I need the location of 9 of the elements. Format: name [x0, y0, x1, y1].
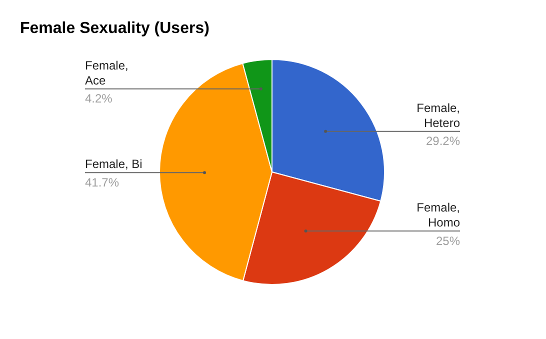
- data-label: 41.7%: [85, 175, 120, 190]
- slice-label: Female, Bi: [85, 157, 142, 172]
- slice-label: Female, Homo: [416, 200, 460, 230]
- data-label: 25%: [436, 234, 460, 248]
- data-label: 4.2%: [85, 92, 113, 106]
- slice-label: Female, Hetero: [416, 100, 460, 130]
- slice-label: Female, Ace: [85, 58, 128, 88]
- chart-title: Female Sexuality (Users): [20, 20, 210, 38]
- data-label: 29.2%: [426, 134, 460, 148]
